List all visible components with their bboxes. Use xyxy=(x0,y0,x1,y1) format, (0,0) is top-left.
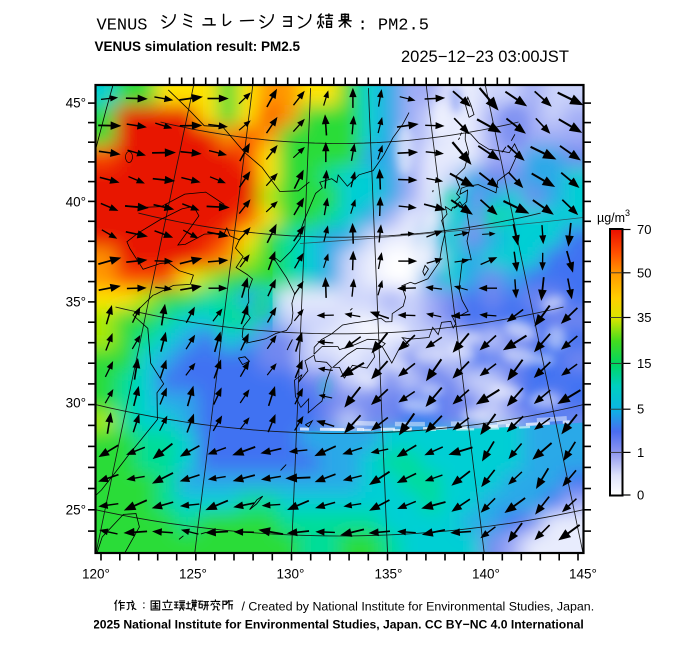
svg-text:©2025 National Institute for E: ©2025 National Institute for Environment… xyxy=(84,618,584,632)
svg-text:70: 70 xyxy=(637,222,651,237)
svg-text:125°: 125° xyxy=(179,567,207,582)
svg-text:VENUS: VENUS xyxy=(97,17,148,36)
svg-text:35°: 35° xyxy=(66,295,86,310)
svg-text:0: 0 xyxy=(637,488,644,503)
svg-text:50: 50 xyxy=(637,265,651,280)
svg-text:VENUS simulation result: PM2.5: VENUS simulation result: PM2.5 xyxy=(95,39,301,54)
svg-text:5: 5 xyxy=(637,402,644,417)
svg-text:145°: 145° xyxy=(569,567,597,582)
svg-text:µg/m: µg/m xyxy=(597,211,625,225)
svg-text:140°: 140° xyxy=(472,567,500,582)
svg-text:/ Created by National Institut: / Created by National Institute for Envi… xyxy=(242,600,595,614)
svg-text:120°: 120° xyxy=(82,567,110,582)
svg-text:135°: 135° xyxy=(375,567,403,582)
svg-text:40°: 40° xyxy=(66,195,86,210)
svg-text:1: 1 xyxy=(637,445,644,460)
svg-text:2025−12−23 03:00JST: 2025−12−23 03:00JST xyxy=(401,48,569,66)
svg-text:35: 35 xyxy=(637,310,651,325)
svg-text:: PM2.5: : PM2.5 xyxy=(358,17,429,36)
svg-text:15: 15 xyxy=(637,356,651,371)
svg-text:25°: 25° xyxy=(66,503,86,518)
svg-text:130°: 130° xyxy=(277,567,305,582)
svg-text:30°: 30° xyxy=(66,396,86,411)
svg-text:45°: 45° xyxy=(66,96,86,111)
svg-text:3: 3 xyxy=(625,208,630,218)
